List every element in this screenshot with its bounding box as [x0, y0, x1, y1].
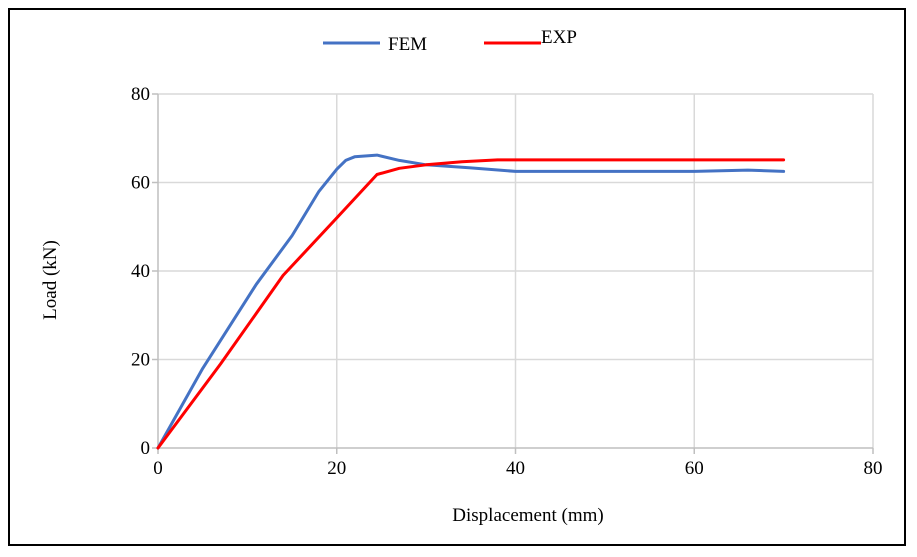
series-group: [156, 153, 786, 450]
series-line-fem: [156, 153, 786, 450]
x-tick-label: 60: [685, 458, 704, 479]
axes: [152, 93, 874, 454]
chart-frame: 0 20 40 60 80 0 20 40 60 80 Displacement (mm) Lo…: [8, 8, 906, 546]
y-tick-label: 60: [131, 173, 150, 194]
grid: [158, 93, 874, 448]
series-line-exp: [156, 158, 786, 450]
x-tick-labels: 0 20 40 60 80: [153, 458, 882, 479]
line-chart: 0 20 40 60 80 0 20 40 60 80 Displacement (mm) Lo…: [40, 27, 883, 526]
x-tick-label: 0: [153, 458, 163, 479]
y-tick-label: 0: [141, 438, 151, 459]
x-tick-label: 20: [327, 458, 346, 479]
legend-exp-label: EXP: [541, 27, 577, 48]
x-tick-label: 40: [506, 458, 525, 479]
y-tick-label: 40: [131, 261, 150, 282]
y-tick-label: 80: [131, 84, 150, 105]
y-tick-label: 20: [131, 350, 150, 371]
y-tick-labels: 0 20 40 60 80: [131, 84, 150, 459]
x-axis-title: Displacement (mm): [452, 505, 603, 526]
legend: FEM EXP: [323, 27, 577, 55]
x-tick-label: 80: [864, 458, 883, 479]
legend-fem-label: FEM: [388, 34, 427, 55]
y-axis-title: Load (kN): [40, 240, 61, 320]
